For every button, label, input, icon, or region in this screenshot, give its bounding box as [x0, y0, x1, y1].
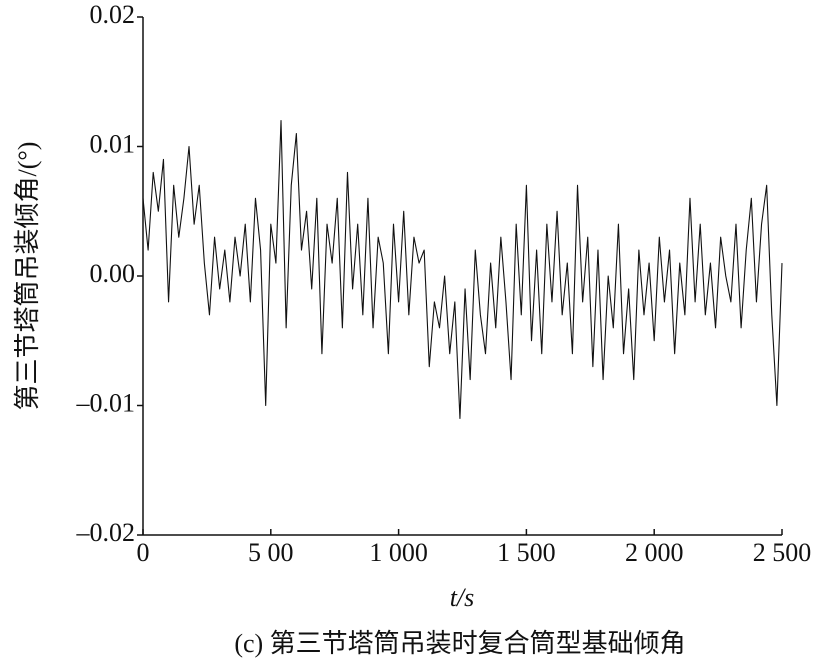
data-line — [142, 120, 783, 419]
x-tick-label: 1 000 — [369, 538, 428, 567]
x-tick-label: 2 000 — [625, 538, 684, 567]
x-tick-label: 0 — [137, 538, 150, 567]
x-axis-label: t/s — [450, 583, 475, 612]
y-tick-label: 0.01 — [90, 129, 136, 158]
y-tick-label: –0.01 — [76, 388, 136, 417]
x-tick-label: 5 00 — [248, 538, 294, 567]
x-tick-label: 2 500 — [753, 538, 812, 567]
y-tick-label: 0.00 — [90, 259, 136, 288]
x-tick-label: 1 500 — [497, 538, 556, 567]
y-axis-label: 第三节塔筒吊装倾角/(°) — [13, 142, 42, 411]
y-tick-label: –0.02 — [76, 518, 136, 547]
caption: (c) 第三节塔筒吊装时复合筒型基础倾角 — [234, 629, 685, 658]
y-tick-label: 0.02 — [90, 0, 136, 29]
